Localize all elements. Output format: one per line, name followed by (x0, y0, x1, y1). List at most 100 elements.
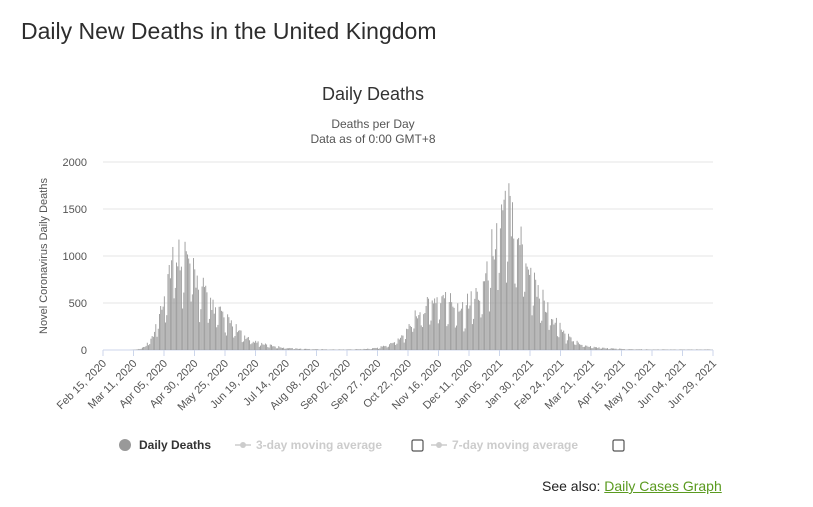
daily-deaths-bar[interactable] (174, 287, 176, 350)
daily-deaths-bar[interactable] (307, 349, 309, 350)
daily-deaths-bar[interactable] (151, 336, 153, 350)
daily-deaths-bar[interactable] (255, 340, 257, 350)
daily-deaths-bar[interactable] (548, 329, 550, 350)
daily-deaths-bar[interactable] (709, 349, 711, 350)
daily-deaths-bar[interactable] (305, 348, 307, 350)
daily-deaths-bar[interactable] (565, 343, 567, 350)
daily-deaths-bar[interactable] (631, 349, 633, 350)
daily-deaths-bar[interactable] (549, 325, 551, 350)
daily-deaths-bar[interactable] (519, 245, 521, 350)
daily-deaths-bar[interactable] (267, 347, 269, 350)
daily-deaths-bar[interactable] (245, 339, 247, 350)
daily-deaths-bar[interactable] (347, 349, 349, 350)
daily-deaths-bar[interactable] (202, 277, 204, 350)
daily-deaths-bar[interactable] (268, 347, 270, 350)
daily-deaths-bar[interactable] (619, 348, 621, 350)
daily-deaths-bar[interactable] (638, 349, 640, 350)
daily-deaths-bar[interactable] (479, 300, 481, 350)
daily-deaths-bar[interactable] (627, 349, 629, 350)
daily-deaths-bar[interactable] (636, 349, 638, 350)
daily-deaths-bar[interactable] (587, 346, 589, 350)
daily-deaths-series[interactable] (129, 183, 713, 350)
daily-deaths-bar[interactable] (373, 348, 375, 350)
daily-deaths-bar[interactable] (190, 301, 192, 350)
daily-deaths-bar[interactable] (297, 348, 299, 350)
daily-deaths-bar[interactable] (704, 349, 706, 350)
daily-deaths-bar[interactable] (450, 293, 451, 350)
daily-deaths-bar[interactable] (464, 328, 466, 350)
daily-deaths-bar[interactable] (653, 349, 655, 350)
daily-deaths-bar[interactable] (604, 348, 606, 350)
daily-deaths-bar[interactable] (306, 348, 308, 350)
daily-deaths-bar[interactable] (586, 345, 588, 350)
daily-deaths-bar[interactable] (426, 297, 428, 350)
daily-deaths-bar[interactable] (436, 297, 438, 350)
daily-deaths-bar[interactable] (530, 267, 532, 350)
daily-cases-graph-link[interactable]: Daily Cases Graph (604, 478, 722, 494)
daily-deaths-bar[interactable] (602, 347, 604, 350)
daily-deaths-bar[interactable] (244, 335, 246, 350)
daily-deaths-bar[interactable] (680, 349, 682, 350)
daily-deaths-bar[interactable] (376, 347, 378, 350)
daily-deaths-bar[interactable] (252, 341, 254, 350)
daily-deaths-bar[interactable] (362, 349, 364, 350)
daily-deaths-bar[interactable] (308, 348, 310, 350)
daily-deaths-bar[interactable] (592, 348, 594, 350)
daily-deaths-bar[interactable] (263, 344, 265, 350)
daily-deaths-bar[interactable] (518, 237, 520, 350)
legend-item-daily-deaths[interactable]: Daily Deaths (119, 438, 211, 452)
daily-deaths-bar[interactable] (481, 314, 483, 350)
daily-deaths-bar[interactable] (331, 349, 333, 350)
daily-deaths-bar[interactable] (544, 311, 546, 350)
daily-deaths-bar[interactable] (564, 333, 566, 350)
daily-deaths-bar[interactable] (529, 274, 531, 350)
daily-deaths-bar[interactable] (249, 340, 251, 350)
daily-deaths-bar[interactable] (588, 346, 590, 350)
daily-deaths-bar[interactable] (661, 349, 663, 350)
daily-deaths-bar[interactable] (143, 347, 145, 350)
daily-deaths-bar[interactable] (193, 258, 195, 350)
daily-deaths-bar[interactable] (303, 348, 305, 350)
daily-deaths-bar[interactable] (171, 260, 173, 350)
daily-deaths-bar[interactable] (465, 305, 467, 350)
daily-deaths-bar[interactable] (581, 344, 583, 350)
daily-deaths-bar[interactable] (457, 303, 459, 350)
daily-deaths-bar[interactable] (622, 349, 624, 350)
daily-deaths-bar[interactable] (502, 210, 504, 350)
daily-deaths-bar[interactable] (420, 325, 422, 350)
daily-deaths-bar[interactable] (582, 346, 584, 350)
daily-deaths-bar[interactable] (197, 289, 199, 350)
daily-deaths-bar[interactable] (355, 349, 356, 350)
daily-deaths-bar[interactable] (313, 349, 315, 350)
daily-deaths-bar[interactable] (283, 347, 285, 350)
daily-deaths-bar[interactable] (213, 313, 215, 350)
daily-deaths-bar[interactable] (688, 349, 690, 350)
daily-deaths-bar[interactable] (666, 349, 668, 350)
daily-deaths-bar[interactable] (597, 348, 599, 350)
daily-deaths-bar[interactable] (317, 349, 319, 350)
daily-deaths-bar[interactable] (672, 349, 674, 350)
legend-checkbox[interactable] (612, 439, 625, 452)
daily-deaths-bar[interactable] (229, 323, 231, 350)
daily-deaths-bar[interactable] (395, 345, 397, 350)
daily-deaths-bar[interactable] (370, 349, 372, 350)
daily-deaths-bar[interactable] (262, 344, 264, 350)
daily-deaths-bar[interactable] (608, 349, 610, 350)
daily-deaths-bar[interactable] (572, 341, 574, 350)
daily-deaths-bar[interactable] (145, 345, 147, 350)
daily-deaths-bar[interactable] (508, 183, 510, 350)
daily-deaths-bar[interactable] (139, 349, 141, 350)
daily-deaths-bar[interactable] (230, 320, 232, 350)
daily-deaths-bar[interactable] (401, 335, 403, 350)
daily-deaths-bar[interactable] (547, 302, 549, 350)
daily-deaths-bar[interactable] (695, 349, 697, 350)
daily-deaths-bar[interactable] (506, 282, 507, 350)
daily-deaths-bar[interactable] (557, 336, 559, 350)
daily-deaths-bar[interactable] (358, 349, 360, 350)
daily-deaths-bar[interactable] (144, 346, 146, 350)
daily-deaths-bar[interactable] (392, 342, 394, 350)
daily-deaths-bar[interactable] (250, 344, 252, 350)
daily-deaths-bar[interactable] (499, 228, 501, 350)
daily-deaths-bar[interactable] (167, 274, 169, 350)
daily-deaths-bar[interactable] (559, 322, 561, 350)
